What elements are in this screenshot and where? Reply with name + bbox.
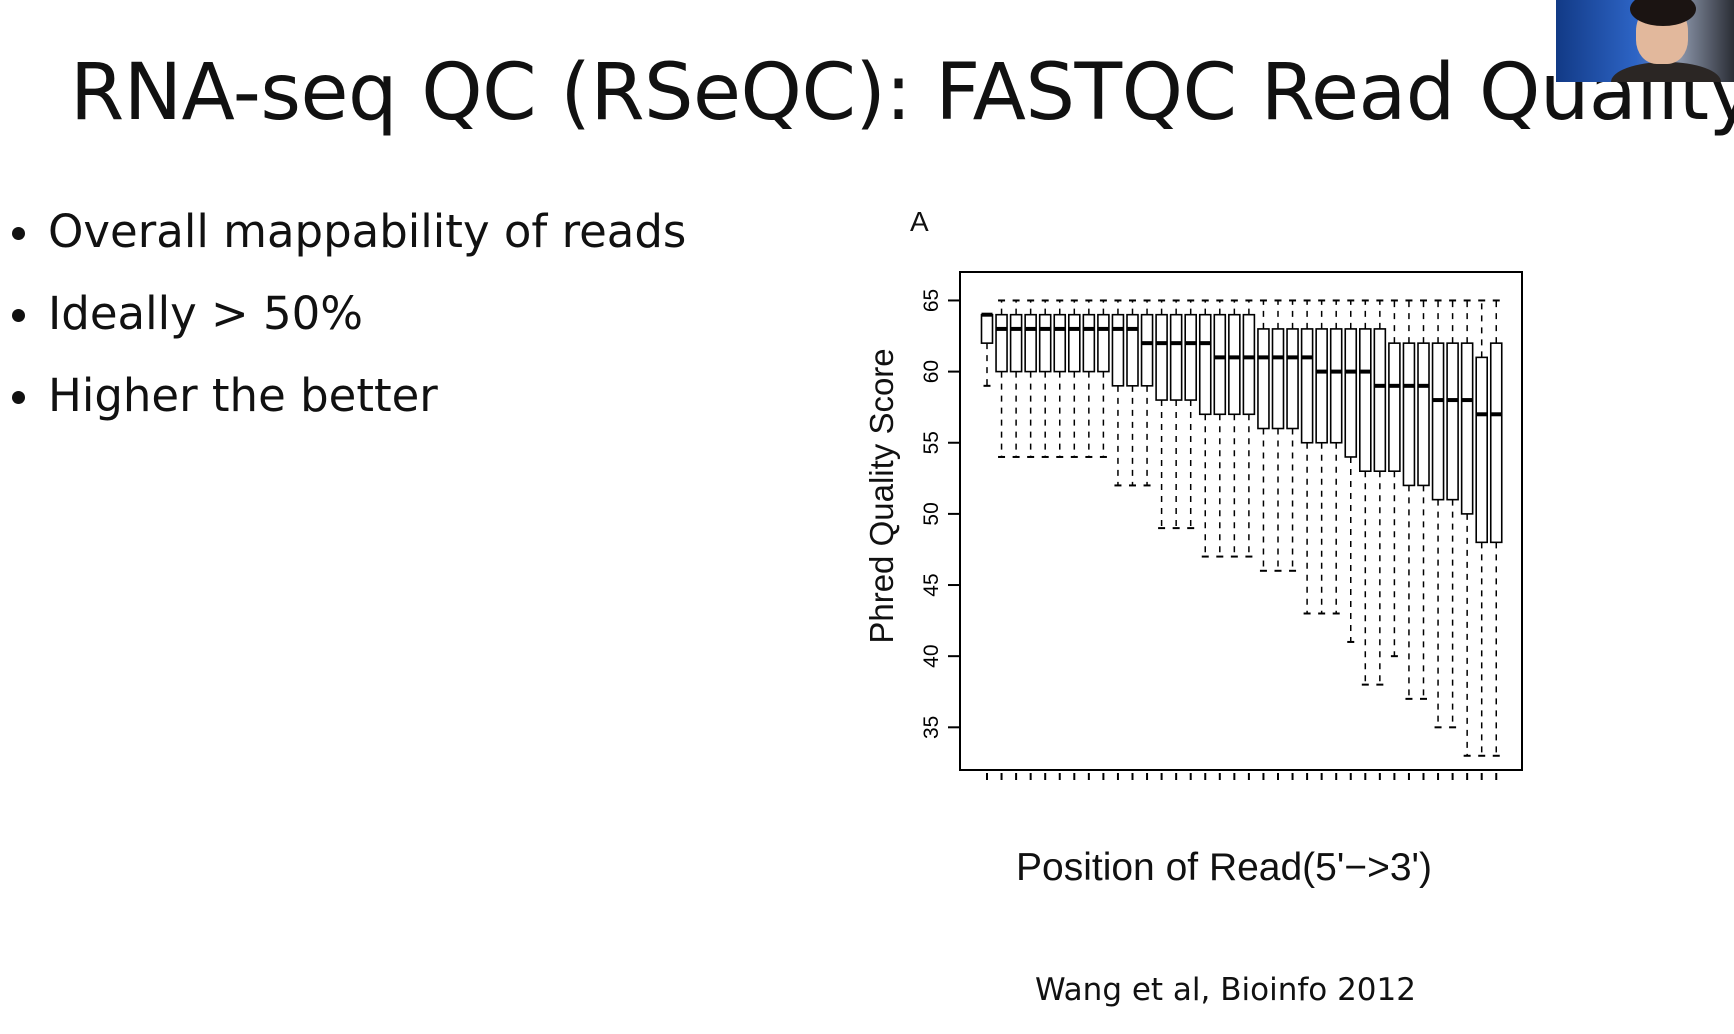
box-iqr [1038,313,1052,373]
box-iqr [1388,342,1401,473]
y-tick-label: 50 [920,502,943,525]
figure-panel-label: A [910,206,929,237]
box-iqr [1300,328,1314,444]
box-iqr [1489,342,1503,544]
y-tick-label: 35 [920,716,943,739]
box-iqr [1329,328,1343,444]
box-iqr [1097,313,1110,373]
boxplot-chart: 35 40 45 50 55 60 65 [920,271,1523,780]
box-iqr [1242,313,1256,416]
box-iqr [1417,342,1430,487]
box-iqr [1373,328,1387,473]
y-tick-label: 60 [920,360,943,383]
x-axis-label: Position of Read(5'−>3') [1016,846,1432,889]
presenter-hair [1630,0,1696,26]
slide-title: RNA-seq QC (RSeQC): FASTQC Read Quality [70,48,1734,138]
y-tick-label: 40 [920,644,943,667]
bullet-dot-icon [12,309,25,322]
box-iqr [1460,342,1474,515]
bullet-dot-icon [12,227,25,240]
box-iqr [1082,313,1096,373]
box-iqr [1257,328,1270,430]
box-iqr [1111,313,1125,387]
bullet-text: Overall mappability of reads [48,205,687,258]
box-iqr [1213,313,1227,416]
y-tick-label: 45 [920,573,943,596]
box-iqr [1315,328,1328,444]
box-iqr [1155,313,1168,401]
box-iqr [1402,342,1416,487]
bullet-text: Higher the better [48,369,438,422]
box-iqr [980,313,994,344]
citation: Wang et al, Bioinfo 2012 [1035,972,1416,1008]
box-iqr [1140,313,1154,387]
y-tick-label: 65 [920,289,943,312]
box-iqr [1009,313,1023,373]
box-iqr [1344,328,1358,458]
box-iqr [1431,342,1445,501]
box-iqr [1024,313,1037,373]
box-iqr [1228,313,1241,416]
plot-frame [959,271,1523,771]
box-iqr [1271,328,1285,430]
box-iqr [1126,313,1139,387]
box-iqr [1286,328,1299,430]
box-iqr [1184,313,1198,401]
box-iqr [1053,313,1067,373]
webcam-thumbnail [1556,0,1734,82]
y-axis-label: Phred Quality Score [863,348,900,644]
presenter-shoulders [1611,62,1721,82]
box-iqr [995,313,1008,373]
bullet-text: Ideally > 50% [48,287,364,340]
box-iqr [1068,313,1081,373]
box-iqr [1358,328,1372,473]
box-iqr [1169,313,1183,401]
box-iqr [1198,313,1212,416]
bullet-dot-icon [12,391,25,404]
y-tick-label: 55 [920,431,943,454]
box-iqr [1446,342,1459,501]
box-iqr [1475,356,1489,544]
